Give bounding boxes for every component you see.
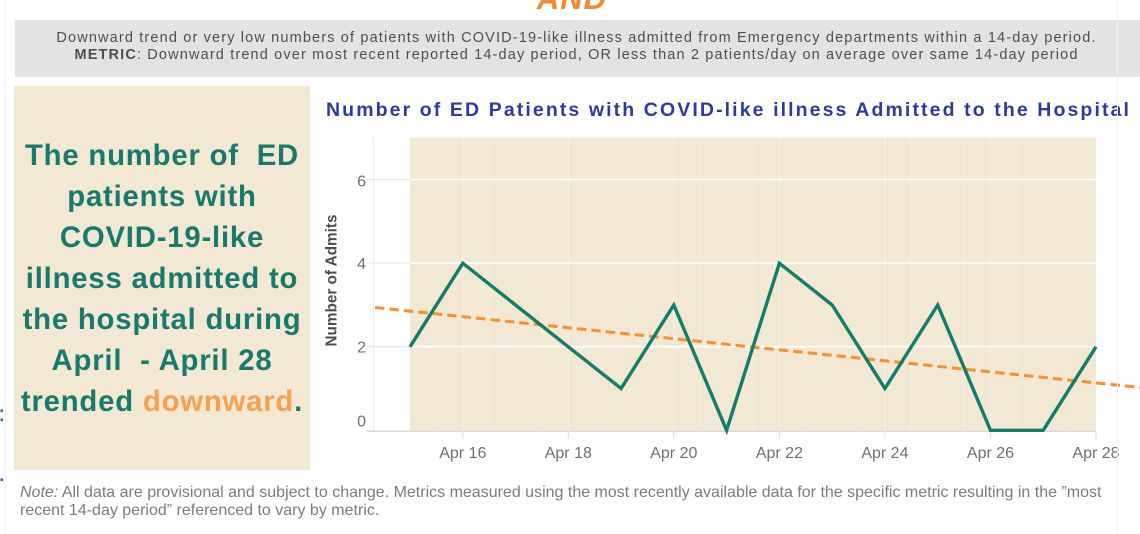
svg-text:Apr 18: Apr 18: [545, 445, 592, 462]
svg-text:Number of Admits: Number of Admits: [324, 214, 341, 346]
svg-text:4: 4: [357, 256, 366, 273]
svg-text:6: 6: [357, 174, 366, 191]
svg-text:Apr 20: Apr 20: [650, 445, 697, 462]
svg-text:Apr 26: Apr 26: [967, 445, 1014, 462]
svg-text:Apr 24: Apr 24: [861, 445, 908, 462]
svg-text:Apr 22: Apr 22: [756, 445, 803, 462]
svg-text:Apr 16: Apr 16: [439, 445, 486, 462]
svg-text:2: 2: [357, 339, 366, 356]
svg-text:0: 0: [357, 413, 366, 430]
svg-text:Apr 28: Apr 28: [1072, 445, 1119, 462]
